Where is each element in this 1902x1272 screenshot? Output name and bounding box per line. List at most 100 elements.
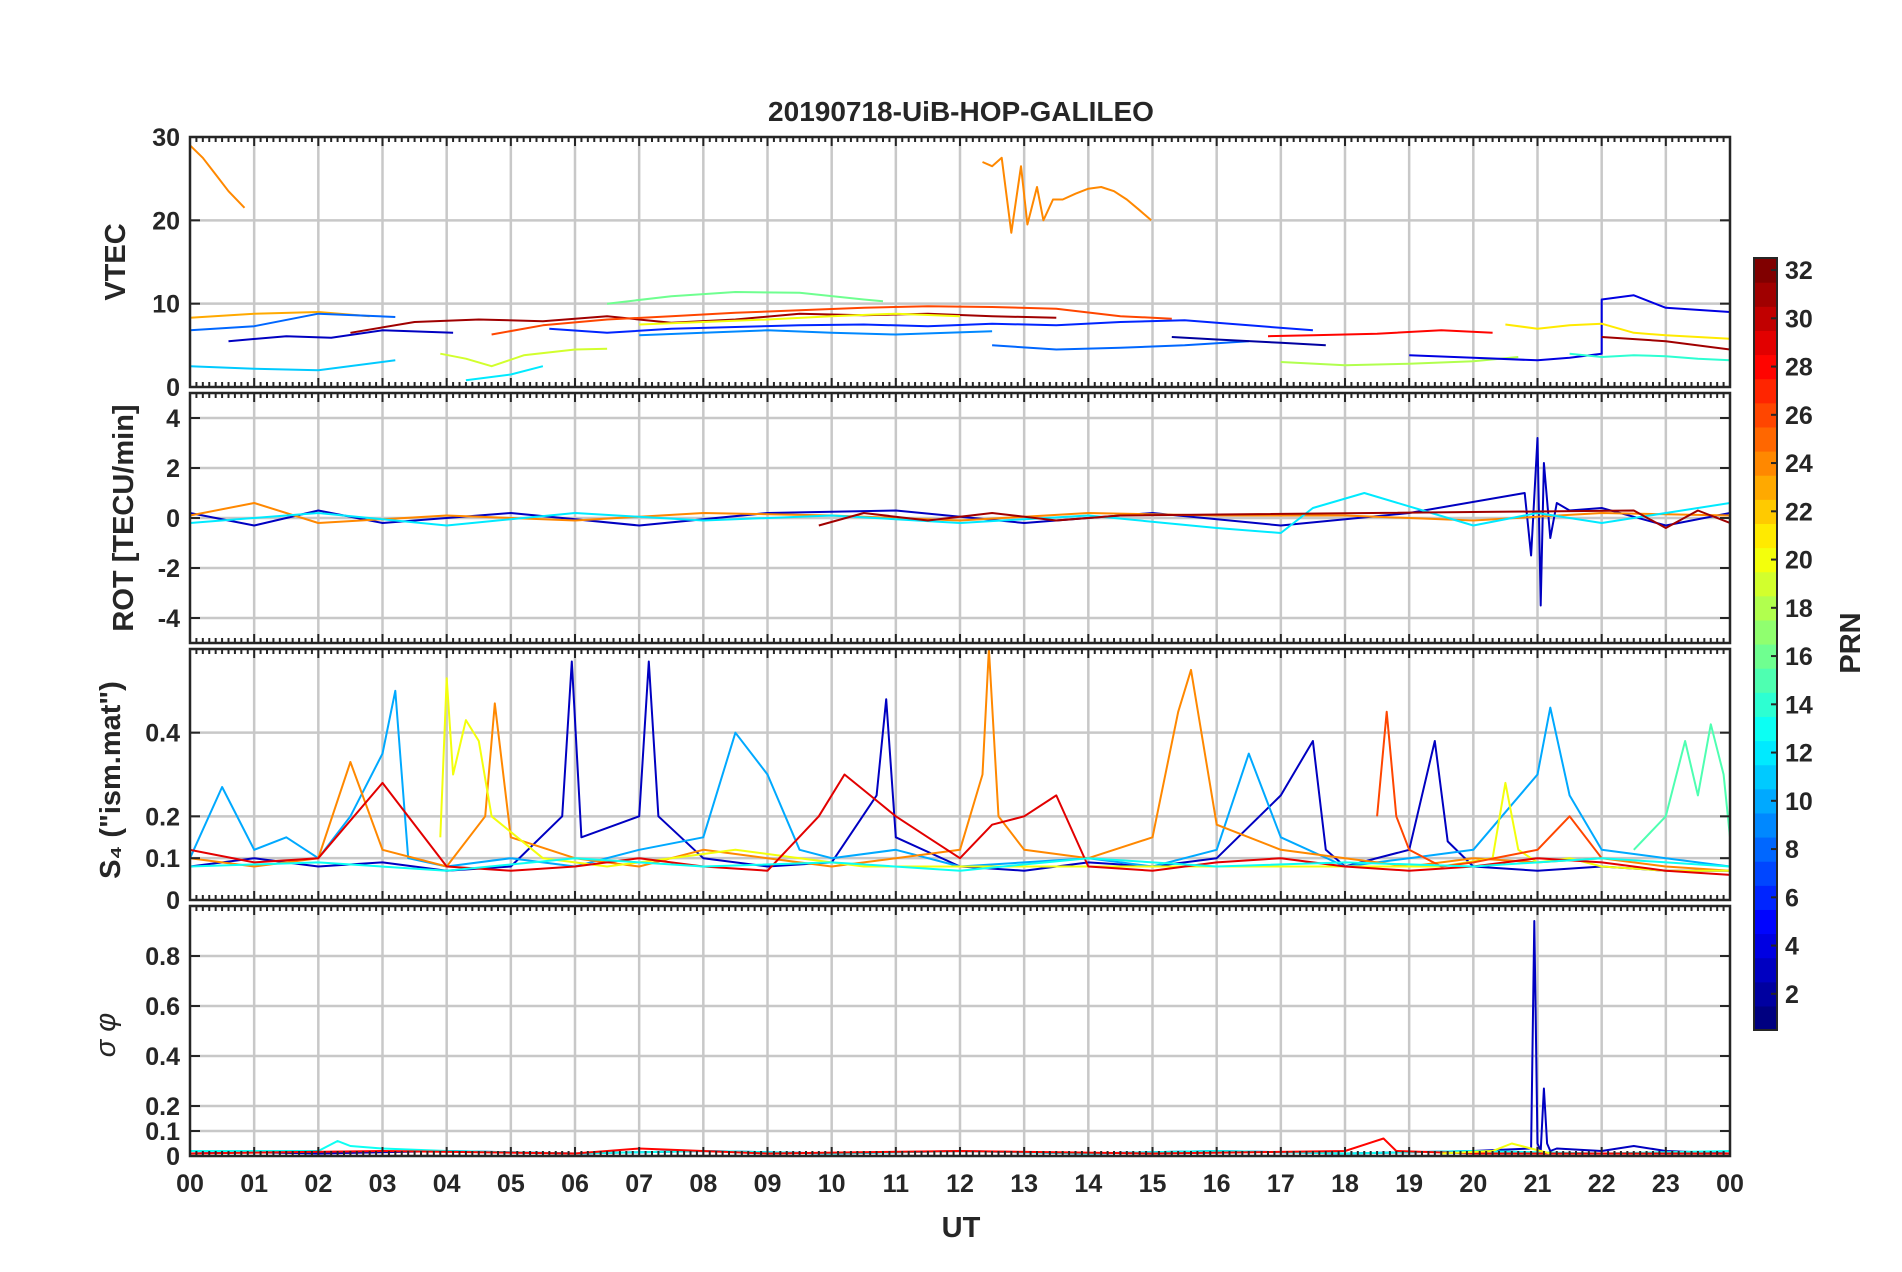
ticks-rot bbox=[189, 393, 1731, 643]
y-axis-label-sigma: σ φ bbox=[90, 1013, 122, 1057]
series-vtec-prn-24-1 bbox=[982, 156, 1152, 234]
x-tick-label: 11 bbox=[883, 1170, 910, 1198]
x-tick-label: 14 bbox=[1074, 1170, 1102, 1198]
series-group-vtec bbox=[190, 144, 1730, 382]
colorbar-segment bbox=[1754, 692, 1777, 717]
series-vtec-prn-11-5 bbox=[190, 359, 396, 372]
series-s4-prn-13-7 bbox=[190, 857, 1730, 872]
x-tick-label: 09 bbox=[754, 1170, 782, 1198]
series-vtec-prn-26-7 bbox=[491, 305, 1172, 336]
series-vtec-prn-24-0 bbox=[190, 144, 246, 209]
colorbar-segment bbox=[1754, 909, 1777, 935]
colorbar-tick-label: 8 bbox=[1785, 836, 1799, 864]
series-vtec-prn-16-8 bbox=[606, 291, 884, 305]
x-tick-label: 06 bbox=[561, 1170, 589, 1198]
series-vtec-prn-8-3 bbox=[190, 312, 396, 332]
y-tick-label-vtec: 0 bbox=[166, 374, 180, 402]
x-tick-label: 13 bbox=[1010, 1170, 1038, 1198]
y-tick-label-sigma: 0.2 bbox=[145, 1093, 180, 1121]
series-s4-prn-15-6 bbox=[1633, 723, 1730, 851]
series-vtec-prn-8-12 bbox=[992, 340, 1249, 351]
colorbar-segment bbox=[1754, 788, 1777, 814]
x-tick-label: 16 bbox=[1203, 1170, 1231, 1198]
series-vtec-prn-6-10 bbox=[549, 319, 1313, 334]
x-tick-label: 22 bbox=[1588, 1170, 1616, 1198]
y-tick-label-rot: -4 bbox=[158, 605, 180, 633]
colorbar-segment bbox=[1754, 957, 1777, 983]
x-tick-label: 00 bbox=[176, 1170, 204, 1198]
colorbar-segment bbox=[1754, 981, 1777, 1007]
colorbar-tick-label: 26 bbox=[1785, 402, 1813, 430]
x-tick-label: 15 bbox=[1139, 1170, 1167, 1198]
y-tick-label-sigma: 0 bbox=[166, 1143, 180, 1171]
series-s4-prn-26-5 bbox=[1376, 710, 1603, 868]
series-group-rot bbox=[190, 437, 1730, 607]
series-vtec-prn-2-13 bbox=[1171, 336, 1326, 347]
x-tick-label: 04 bbox=[433, 1170, 461, 1198]
x-tick-label: 01 bbox=[240, 1170, 268, 1198]
y-tick-label-rot: 2 bbox=[166, 455, 180, 483]
series-s4-prn-29-4 bbox=[190, 773, 1730, 876]
x-axis-label: UT bbox=[942, 1212, 981, 1244]
colorbar-segment bbox=[1754, 330, 1777, 356]
y-axis-label-rot: ROT [TECU/min] bbox=[108, 404, 140, 631]
y-tick-label-s4: 0.4 bbox=[145, 720, 180, 748]
series-vtec-prn-14-18 bbox=[1569, 352, 1730, 362]
y-tick-label-s4: 0.2 bbox=[145, 803, 180, 831]
y-tick-label-s4: 0 bbox=[166, 887, 180, 915]
y-tick-label-rot: 4 bbox=[166, 405, 180, 433]
series-rot-prn-12-2 bbox=[190, 492, 1730, 534]
x-tick-label: 08 bbox=[689, 1170, 717, 1198]
colorbar-segment bbox=[1754, 595, 1777, 621]
colorbar-tick-label: 28 bbox=[1785, 354, 1813, 382]
y-tick-label-vtec: 30 bbox=[152, 124, 180, 152]
colorbar-segment bbox=[1754, 740, 1777, 766]
colorbar-segment bbox=[1754, 716, 1777, 742]
grid-vtec bbox=[190, 137, 1730, 387]
panel-sigma: 00.10.2 0.4 0.6 0.8 σ φ 00 01 02 03 04 05 06 07 08 09 1… bbox=[90, 904, 1744, 1198]
x-tick-label: 18 bbox=[1331, 1170, 1359, 1198]
colorbar-segment bbox=[1754, 547, 1777, 573]
colorbar-segment bbox=[1754, 933, 1777, 959]
colorbar-tick-label: 4 bbox=[1785, 933, 1799, 961]
y-tick-label-rot: -2 bbox=[158, 555, 180, 583]
series-vtec-prn-28-14 bbox=[1267, 329, 1493, 338]
series-rot-prn-31-3 bbox=[818, 509, 1730, 529]
colorbar-segment bbox=[1754, 571, 1777, 597]
series-vtec-prn-19-20 bbox=[440, 347, 608, 368]
colorbar-segment bbox=[1754, 451, 1777, 476]
colorbar-tick-label: 10 bbox=[1785, 788, 1813, 816]
ticks-vtec bbox=[189, 136, 1731, 388]
x-tick-label: 19 bbox=[1395, 1170, 1423, 1198]
y-tick-label-sigma: 0.4 bbox=[145, 1043, 180, 1071]
y-tick-label-rot: 0 bbox=[166, 505, 180, 533]
colorbar-tick-label: 20 bbox=[1785, 547, 1813, 575]
panel-vtec: 0 10 20 30 VTEC bbox=[100, 124, 1732, 402]
colorbar-segment bbox=[1754, 812, 1777, 838]
colorbar-segment bbox=[1754, 354, 1777, 380]
series-vtec-prn-21-17 bbox=[1505, 322, 1730, 340]
chart-title: 20190718-UiB-HOP-GALILEO bbox=[768, 96, 1154, 127]
series-vtec-prn-9-11 bbox=[639, 329, 993, 337]
colorbar-segment bbox=[1754, 861, 1777, 886]
series-vtec-prn-20-9 bbox=[639, 312, 961, 326]
colorbar-tick-label: 30 bbox=[1785, 305, 1813, 333]
colorbar-segment bbox=[1754, 306, 1777, 331]
colorbar-tick-label: 6 bbox=[1785, 884, 1799, 912]
colorbar-segment bbox=[1754, 402, 1777, 428]
colorbar-segment bbox=[1754, 475, 1777, 500]
colorbar-segment bbox=[1754, 523, 1777, 549]
colorbar-segment bbox=[1754, 619, 1777, 645]
grid-sigma bbox=[190, 906, 1730, 1156]
series-s4-prn-10-1 bbox=[190, 689, 1730, 868]
colorbar-segment bbox=[1754, 668, 1777, 693]
series-vtec-prn-12-21 bbox=[465, 365, 544, 382]
colorbar-tick-label: 18 bbox=[1785, 595, 1813, 623]
colorbar-tick-label: 24 bbox=[1785, 450, 1813, 478]
y-tick-label-s4: 0.1 bbox=[145, 845, 180, 873]
colorbar-tick-label: 22 bbox=[1785, 498, 1813, 526]
colorbar-segment bbox=[1754, 644, 1777, 669]
